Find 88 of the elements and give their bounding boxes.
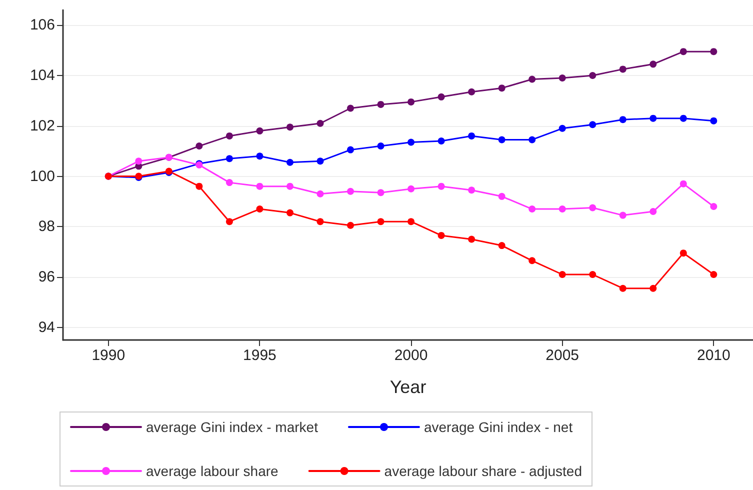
point	[619, 212, 626, 219]
x-tick-label: 1990	[92, 347, 126, 364]
point	[256, 152, 264, 160]
point	[468, 186, 476, 194]
point	[468, 88, 476, 96]
x-tick-label: 2005	[546, 347, 580, 364]
point	[286, 158, 294, 166]
point	[680, 250, 687, 257]
point	[710, 117, 718, 124]
point	[226, 155, 233, 162]
point	[408, 138, 415, 146]
point	[558, 206, 566, 213]
point	[680, 114, 687, 122]
point	[619, 284, 626, 292]
point	[589, 72, 596, 79]
legend-label: average labour share - adjusted	[384, 463, 582, 479]
point	[135, 158, 142, 165]
point	[256, 127, 264, 134]
point	[528, 257, 536, 264]
point	[498, 242, 506, 250]
point	[377, 142, 384, 150]
point	[710, 202, 718, 210]
point	[196, 142, 203, 150]
x-tick-label: 2010	[696, 347, 730, 364]
y-tick-label: 106	[30, 16, 55, 34]
point	[498, 192, 506, 200]
x-axis-title: Year	[390, 377, 426, 397]
point	[528, 206, 536, 213]
point	[650, 284, 657, 292]
point	[316, 218, 324, 226]
point	[347, 222, 354, 229]
point	[286, 182, 294, 190]
y-tick-label: 100	[30, 168, 55, 185]
point	[468, 236, 476, 243]
point	[680, 48, 687, 56]
point	[256, 182, 264, 190]
point	[558, 124, 566, 132]
legend-label: average Gini index - net	[424, 419, 573, 435]
point	[286, 209, 294, 216]
point	[650, 114, 657, 122]
point	[347, 188, 354, 195]
point	[286, 124, 294, 131]
point	[316, 158, 324, 165]
point	[619, 66, 626, 73]
point	[347, 104, 354, 112]
point	[650, 208, 657, 216]
point	[377, 100, 384, 108]
point	[256, 206, 264, 213]
point	[226, 179, 233, 186]
point	[650, 60, 657, 68]
point	[226, 218, 233, 226]
point	[316, 120, 324, 127]
y-tick-label: 94	[38, 318, 55, 336]
point	[316, 190, 324, 198]
point	[377, 189, 384, 196]
point	[438, 93, 445, 100]
point	[468, 132, 476, 140]
point	[408, 98, 415, 106]
legend-label: average labour share	[146, 463, 279, 479]
point	[619, 116, 626, 124]
point	[680, 180, 687, 188]
point	[226, 132, 233, 140]
point	[438, 182, 445, 190]
point	[558, 271, 566, 278]
point	[498, 136, 506, 144]
point	[438, 137, 445, 144]
point	[558, 74, 566, 82]
point	[710, 48, 718, 56]
point	[498, 84, 506, 92]
point	[196, 182, 203, 190]
y-tick-label: 104	[30, 66, 55, 84]
y-tick-label: 96	[38, 268, 55, 286]
x-tick-label: 1995	[243, 347, 276, 364]
point	[528, 136, 536, 144]
legend-label: average Gini index - market	[146, 419, 318, 435]
point	[438, 232, 445, 239]
point	[589, 121, 596, 128]
point	[528, 76, 536, 83]
point	[377, 218, 384, 226]
point	[589, 271, 596, 278]
y-tick-label: 98	[38, 218, 55, 236]
point	[408, 218, 415, 226]
y-tick-label: 102	[30, 117, 55, 134]
point	[347, 146, 354, 154]
point	[710, 271, 718, 278]
point	[589, 204, 596, 212]
point	[408, 185, 415, 192]
x-tick-label: 2000	[394, 347, 428, 364]
